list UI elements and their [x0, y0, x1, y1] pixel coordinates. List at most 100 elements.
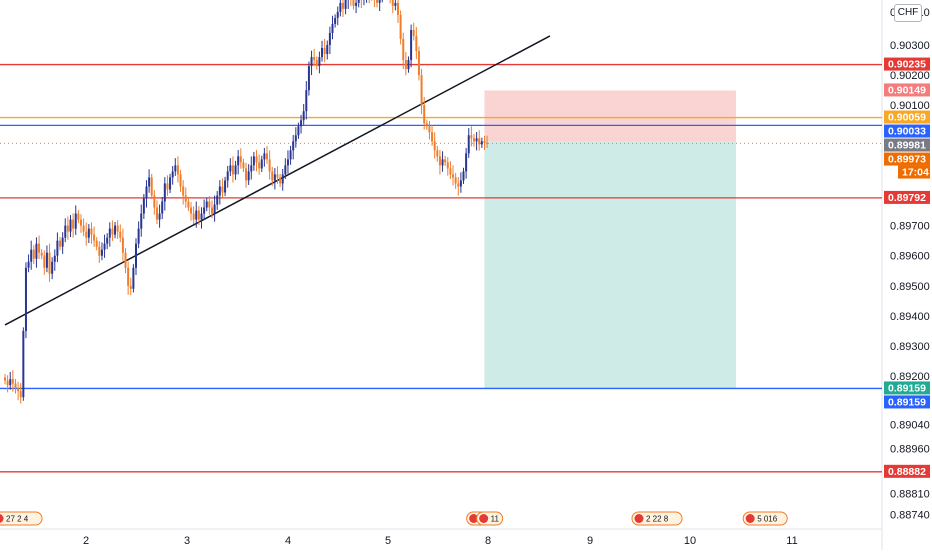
time-axis-label: 3	[184, 535, 190, 547]
candle-body	[122, 238, 124, 253]
candle-body	[394, 3, 396, 6]
candle-body	[54, 256, 56, 262]
price-axis-label: 0.88810	[890, 488, 930, 500]
candle-body	[182, 186, 184, 195]
price-axis-label: 0.88740	[890, 510, 930, 522]
candle-body	[159, 214, 161, 220]
candle-body	[49, 253, 51, 274]
candle-body	[59, 241, 61, 247]
candle-body	[214, 205, 216, 214]
candle-body	[334, 18, 336, 24]
candle-body	[193, 214, 195, 220]
price-tag: 0.89792	[884, 191, 930, 204]
event-marker[interactable]: 5 016	[743, 512, 787, 525]
candle-body	[180, 174, 182, 186]
currency-button[interactable]: CHF	[894, 4, 922, 22]
take-profit-zone[interactable]	[484, 141, 736, 388]
candle-body	[235, 165, 237, 174]
candle-body	[290, 150, 292, 159]
candle-body	[245, 168, 247, 180]
candle-body	[237, 156, 239, 165]
candle-body	[22, 331, 24, 397]
stop-loss-zone[interactable]	[484, 90, 736, 141]
price-axis-label: 0.89600	[890, 251, 930, 263]
candle-body	[72, 220, 74, 229]
price-tag: 0.90033	[884, 125, 930, 138]
candle-body	[486, 143, 488, 144]
candle-body	[140, 214, 142, 229]
candle-body	[64, 226, 66, 238]
event-marker[interactable]: 2 22 8	[632, 512, 682, 525]
candle-body	[355, 3, 357, 6]
candle-body	[30, 250, 32, 262]
candle-body	[329, 33, 331, 45]
price-tag: 0.89981	[884, 139, 930, 152]
candle-body	[415, 36, 417, 51]
price-tag-label: 0.89159	[888, 396, 926, 408]
candle	[132, 264, 134, 292]
candle-body	[41, 253, 43, 256]
candle-body	[198, 211, 200, 220]
candle-body	[444, 159, 446, 162]
candle-body	[77, 214, 79, 220]
candle-body	[452, 174, 454, 177]
candle-body	[46, 253, 48, 268]
candle-body	[402, 39, 404, 60]
candle-body	[117, 226, 119, 232]
candle-body	[172, 171, 174, 177]
candle-body	[256, 156, 258, 162]
candle-body	[203, 208, 205, 214]
candle-body	[297, 126, 299, 135]
price-tag: 0.89159	[884, 381, 930, 394]
price-tag: 0.90149	[884, 83, 930, 96]
event-label: 5 016	[757, 515, 778, 524]
candle-body	[7, 381, 9, 386]
candle-body	[436, 150, 438, 156]
candle-body	[274, 174, 276, 180]
price-tag: 0.90235	[884, 58, 930, 71]
candle-body	[318, 57, 320, 66]
price-tag: 0.89159	[884, 395, 930, 408]
candle-body	[43, 256, 45, 268]
event-marker[interactable]: 11	[477, 512, 503, 525]
candle-body	[423, 105, 425, 123]
candle-body	[300, 120, 302, 126]
price-axis-label: 0.89700	[890, 221, 930, 233]
candle-body	[169, 177, 171, 189]
candle-body	[284, 165, 286, 174]
candle-body	[400, 15, 402, 39]
candle-body	[337, 12, 339, 18]
candle-body	[449, 168, 451, 174]
price-tag-label: 0.89981	[888, 140, 926, 152]
candle-body	[51, 262, 53, 274]
candle	[25, 262, 27, 338]
candle-body	[311, 57, 313, 66]
candle-body	[208, 202, 210, 208]
candle-body	[413, 30, 415, 36]
event-marker[interactable]: 27 2 4	[0, 512, 42, 525]
candle-body	[151, 177, 153, 195]
flag-icon	[635, 514, 644, 523]
candle-body	[465, 153, 467, 171]
candle-body	[455, 177, 457, 183]
candle-body	[190, 208, 192, 214]
candle-body	[143, 199, 145, 214]
candle-body	[250, 165, 252, 171]
event-label: 27 2 4	[6, 515, 29, 524]
candle-body	[67, 226, 69, 232]
candle-body	[358, 0, 360, 3]
candle-body	[132, 268, 134, 289]
price-tag-label: 0.90033	[888, 126, 926, 138]
candle-body	[457, 183, 459, 186]
candle-body	[434, 141, 436, 150]
candle-body	[138, 229, 140, 244]
price-tag-label: 0.89973	[888, 154, 926, 166]
candle-body	[305, 90, 307, 111]
candle-body	[303, 111, 305, 120]
candle-body	[421, 75, 423, 105]
candle-body	[28, 262, 30, 268]
candle-body	[463, 171, 465, 180]
